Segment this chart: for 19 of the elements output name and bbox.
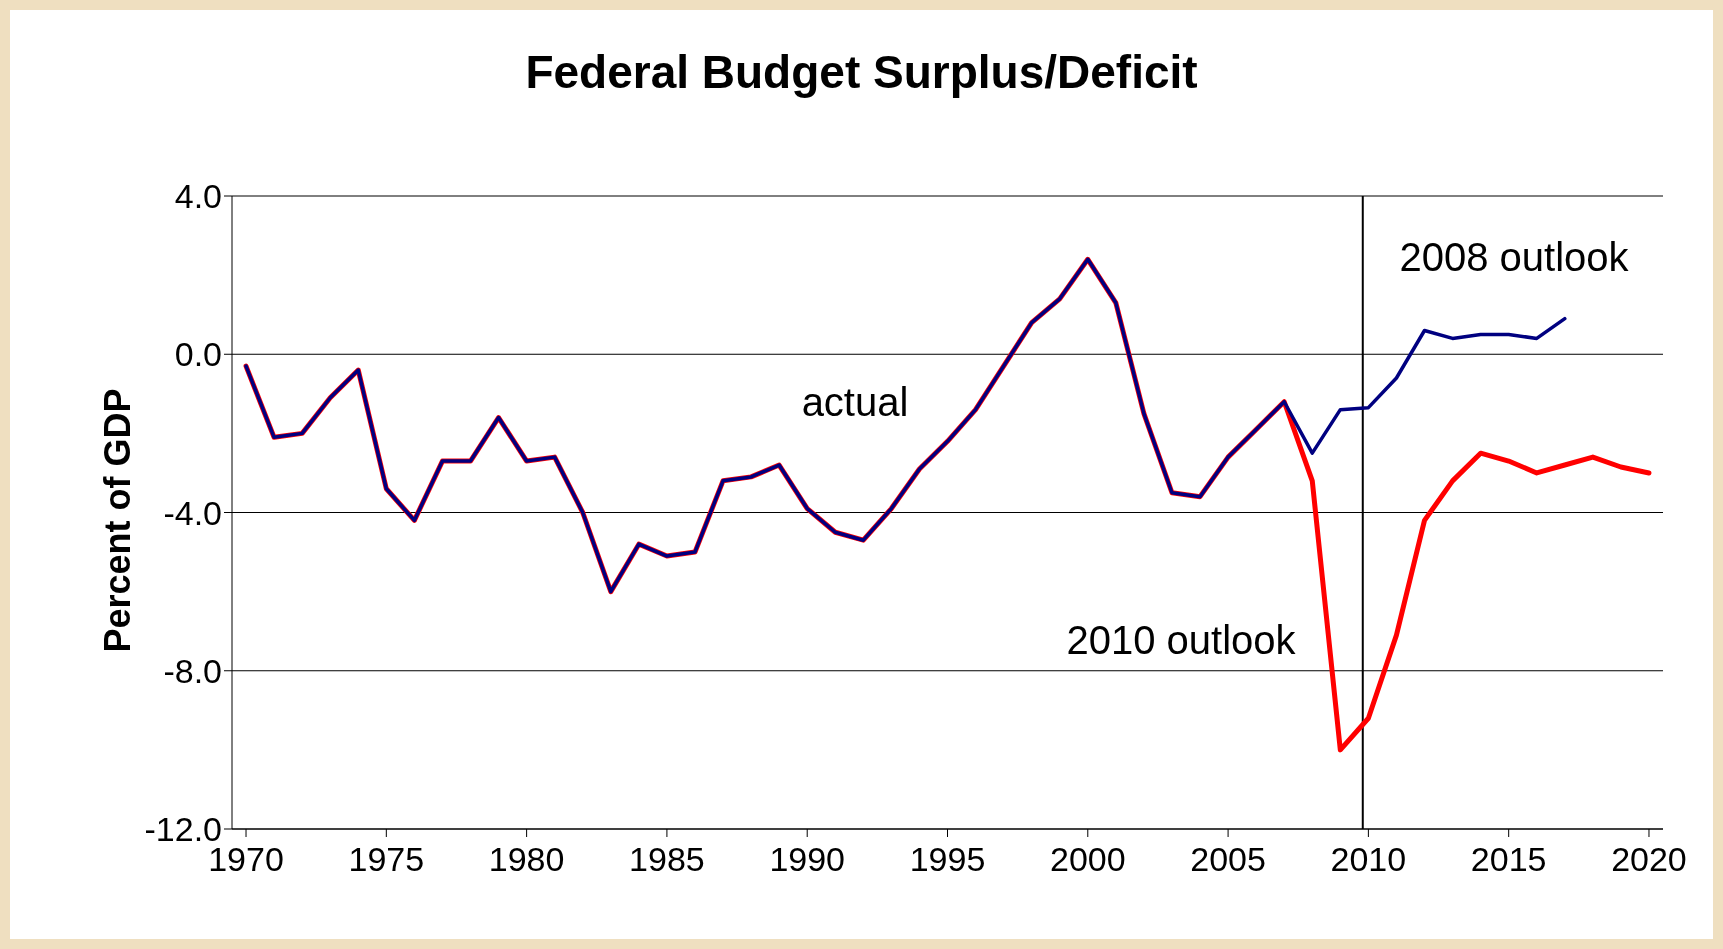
y-tick-label: -4.0 <box>163 493 222 532</box>
x-tick-label: 2005 <box>1190 840 1266 879</box>
x-tick-label: 1975 <box>348 840 425 879</box>
y-tick-label: 4.0 <box>174 177 222 216</box>
x-tick-label: 2010 <box>1330 840 1407 879</box>
y-tick-label: 0.0 <box>174 335 222 374</box>
annotation: 2010 outlook <box>1066 617 1296 663</box>
y-tick-label: -8.0 <box>163 651 222 690</box>
x-tick-label: 1995 <box>909 840 986 879</box>
x-tick-label: 2015 <box>1470 840 1547 879</box>
chart-title: Federal Budget Surplus/Deficit <box>524 45 1199 99</box>
annotation: actual <box>801 379 909 425</box>
y-axis-title: Percent of GDP <box>96 388 138 653</box>
x-tick-label: 1990 <box>769 840 846 879</box>
x-tick-label: 2000 <box>1049 840 1126 879</box>
x-tick-label: 1980 <box>488 840 565 879</box>
x-tick-label: 1985 <box>629 840 705 879</box>
annotation: 2008 outlook <box>1399 234 1629 280</box>
x-tick-label: 2020 <box>1611 840 1687 879</box>
